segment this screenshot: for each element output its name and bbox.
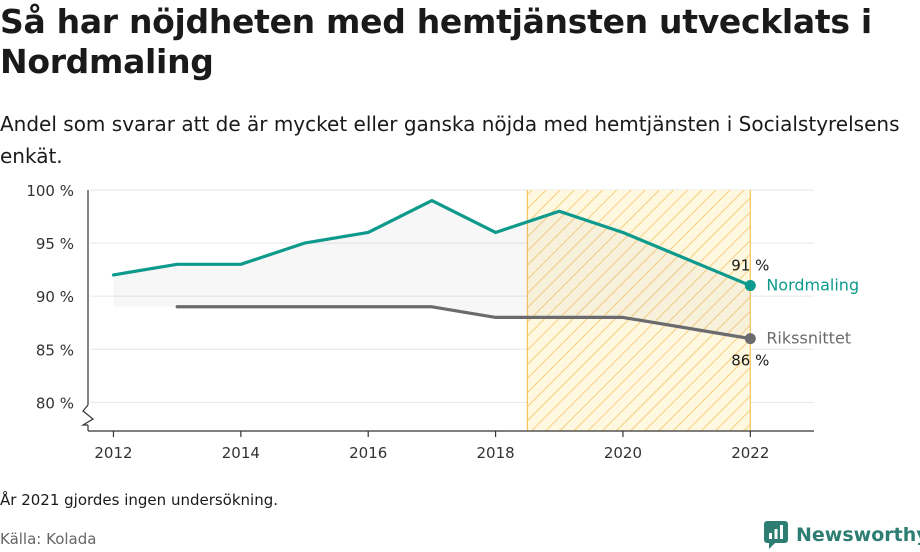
series-line-rikssnittet xyxy=(175,305,752,341)
end-value-label: 91 % xyxy=(731,257,769,275)
x-tick-label: 2020 xyxy=(604,444,642,462)
series-gap-area xyxy=(113,200,751,339)
highlight-range xyxy=(527,190,751,431)
chart-title: Så har nöjdheten med hemtjänsten utveckl… xyxy=(0,2,872,81)
series-endpoint-rikssnittet xyxy=(744,333,756,345)
y-tick-label: 85 % xyxy=(36,341,74,359)
x-tick-label: 2022 xyxy=(731,444,769,462)
x-tick-label: 2018 xyxy=(476,444,514,462)
brand-name: Newsworthy xyxy=(796,524,920,546)
y-tick-label: 95 % xyxy=(36,235,74,253)
x-tick-label: 2014 xyxy=(222,444,260,462)
x-tick-label: 2016 xyxy=(349,444,387,462)
footnote: År 2021 gjordes ingen undersökning. xyxy=(0,491,279,509)
y-tick-label: 90 % xyxy=(36,288,74,306)
y-tick-label: 80 % xyxy=(36,394,74,412)
x-tick-label: 2012 xyxy=(94,444,132,462)
series-label: Nordmaling xyxy=(766,276,859,295)
source-text: Källa: Kolada xyxy=(0,530,97,548)
newsworthy-logo: Newsworthy xyxy=(764,518,920,552)
chart-subtitle: Andel som svarar att de är mycket eller … xyxy=(0,112,900,168)
end-value-label: 86 % xyxy=(731,352,769,370)
newsworthy-logo-icon xyxy=(764,521,788,549)
series-endpoint-nordmaling xyxy=(744,280,756,292)
line-chart: 80 % 85 % 90 % 95 % 100 % 2012 2014 2016 2018 20… xyxy=(26,182,859,462)
y-tick-label: 100 % xyxy=(26,182,74,200)
series-label: Rikssnittet xyxy=(766,329,851,348)
series-line-nordmaling xyxy=(111,199,752,288)
y-axis-break-icon xyxy=(80,404,95,426)
